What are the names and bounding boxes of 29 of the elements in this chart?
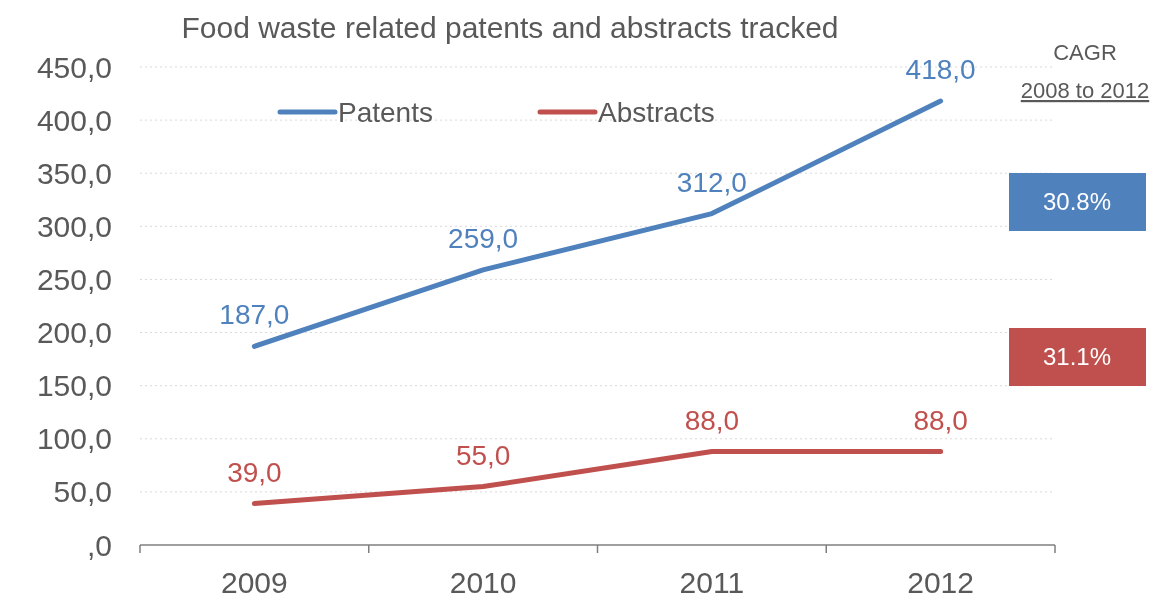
x-tick-label: 2012: [907, 566, 974, 599]
y-tick-label: 350,0: [36, 156, 112, 190]
data-label: 55,0: [455, 439, 511, 471]
annotation: 2008 to 2012: [1020, 78, 1150, 103]
legend-label: Patents: [338, 96, 433, 128]
x-tick-label: 2009: [221, 566, 288, 599]
y-tick-label: 50,0: [53, 475, 112, 509]
chart-title: Food waste related patents and abstracts tracked: [181, 11, 839, 44]
y-tick-label: 450,0: [36, 50, 112, 84]
text: CAGR: [1053, 40, 1117, 65]
y-tick-label: 150,0: [36, 369, 112, 403]
y-tick-label: ,0: [86, 528, 112, 562]
y-tick-label: 300,0: [36, 209, 112, 243]
data-label: 418,0: [905, 53, 976, 85]
data-label: 187,0: [219, 299, 290, 331]
y-tick-label: 200,0: [36, 316, 112, 350]
data-label: 88,0: [684, 404, 740, 436]
annotation: 30.8%: [1042, 188, 1112, 216]
annotation: 31.1%: [1042, 343, 1112, 371]
y-tick-label: 400,0: [36, 103, 112, 137]
y-tick-label: 250,0: [36, 262, 112, 296]
legend-label: Abstracts: [598, 96, 715, 128]
data-label: 312,0: [676, 166, 747, 198]
x-tick-label: 2011: [679, 566, 745, 599]
data-label: 39,0: [227, 456, 282, 488]
x-tick-label: 2010: [449, 566, 517, 599]
data-label: 88,0: [913, 404, 968, 436]
y-tick-label: 100,0: [36, 422, 112, 456]
data-label: 259,0: [448, 222, 519, 254]
